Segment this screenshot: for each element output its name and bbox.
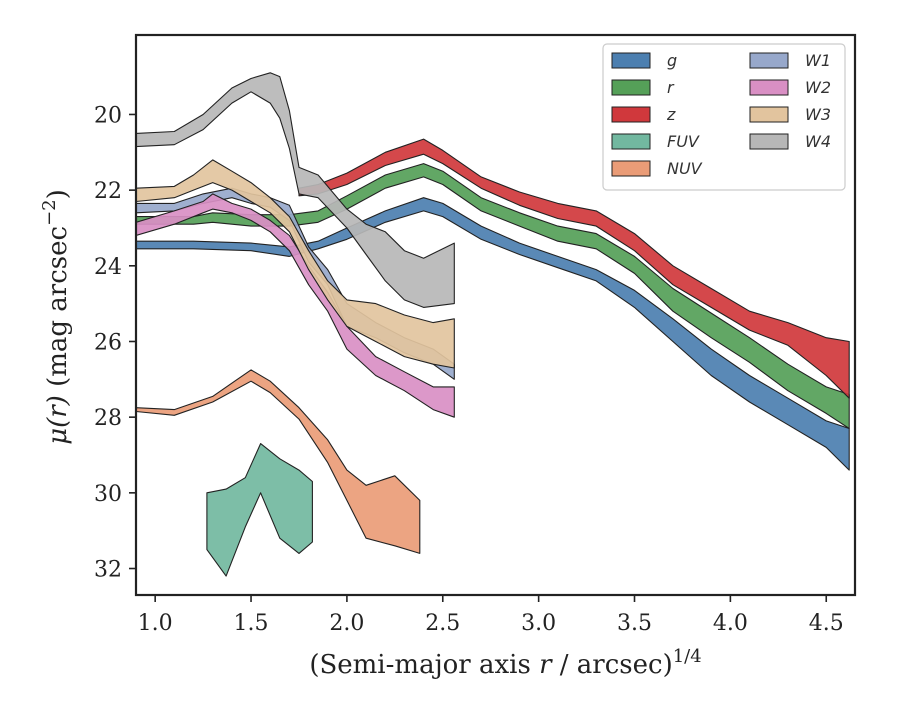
x-tick-label: 2.0 <box>329 611 364 636</box>
y-tick-label: 20 <box>94 103 122 128</box>
legend-label-r: r <box>667 78 675 97</box>
x-tick-label: 3.0 <box>521 611 556 636</box>
legend-swatch-w3 <box>749 106 789 123</box>
legend-label-w4: W4 <box>805 132 831 151</box>
legend-swatch-w4 <box>749 133 789 150</box>
x-tick-label: 2.5 <box>425 611 460 636</box>
y-tick-label: 26 <box>94 330 122 355</box>
legend-swatch-fuv <box>611 133 651 150</box>
x-ticks: 1.0 1.5 2.0 2.5 3.0 3.5 4.0 4.5 <box>138 595 844 636</box>
band-fuv <box>206 443 313 577</box>
x-tick-label: 1.0 <box>138 611 173 636</box>
y-tick-label: 24 <box>94 255 122 280</box>
legend-swatch-nuv <box>611 160 651 177</box>
legend-swatch-w1 <box>749 52 789 69</box>
x-tick-label: 3.5 <box>617 611 652 636</box>
x-axis-label-text: (Semi-major axis r / arcsec)1/4 <box>309 646 701 680</box>
band-w4 <box>136 72 455 308</box>
series-layer <box>136 72 850 577</box>
band-w3 <box>136 159 455 369</box>
band-w2 <box>136 193 455 418</box>
legend-label-nuv: NUV <box>667 159 703 178</box>
legend-swatch-w2 <box>749 79 789 96</box>
y-tick-label: 22 <box>94 179 122 204</box>
plot-frame <box>134 33 857 597</box>
y-axis-label-text: μ(r) (mag arcsec−2) <box>39 189 73 445</box>
y-tick-label: 32 <box>94 558 122 583</box>
y-ticks: 20 22 24 26 28 30 32 <box>94 103 136 583</box>
x-axis-label: (Semi-major axis r / arcsec)1/4 <box>309 646 701 680</box>
y-tick-label: 30 <box>94 482 122 507</box>
legend-label-w1: W1 <box>805 51 831 70</box>
y-tick-label: 28 <box>94 406 122 431</box>
legend-label-w2: W2 <box>805 78 831 97</box>
legend-swatch-r <box>611 79 651 96</box>
legend-swatch-z <box>611 106 651 123</box>
x-tick-label: 4.0 <box>713 611 748 636</box>
legend-label-fuv: FUV <box>667 132 700 151</box>
legend-label-g: g <box>667 51 677 70</box>
x-tick-label: 1.5 <box>234 611 269 636</box>
band-z <box>298 138 850 399</box>
band-nuv <box>136 369 421 554</box>
legend: grz FUV NUV W1 W2 W3 W4 <box>602 43 846 191</box>
legend-label-w3: W3 <box>805 105 831 124</box>
legend-label-z: z <box>666 105 676 124</box>
y-axis-label: μ(r) (mag arcsec−2) <box>39 189 73 445</box>
legend-swatch-g <box>611 52 651 69</box>
x-tick-label: 4.5 <box>809 611 844 636</box>
